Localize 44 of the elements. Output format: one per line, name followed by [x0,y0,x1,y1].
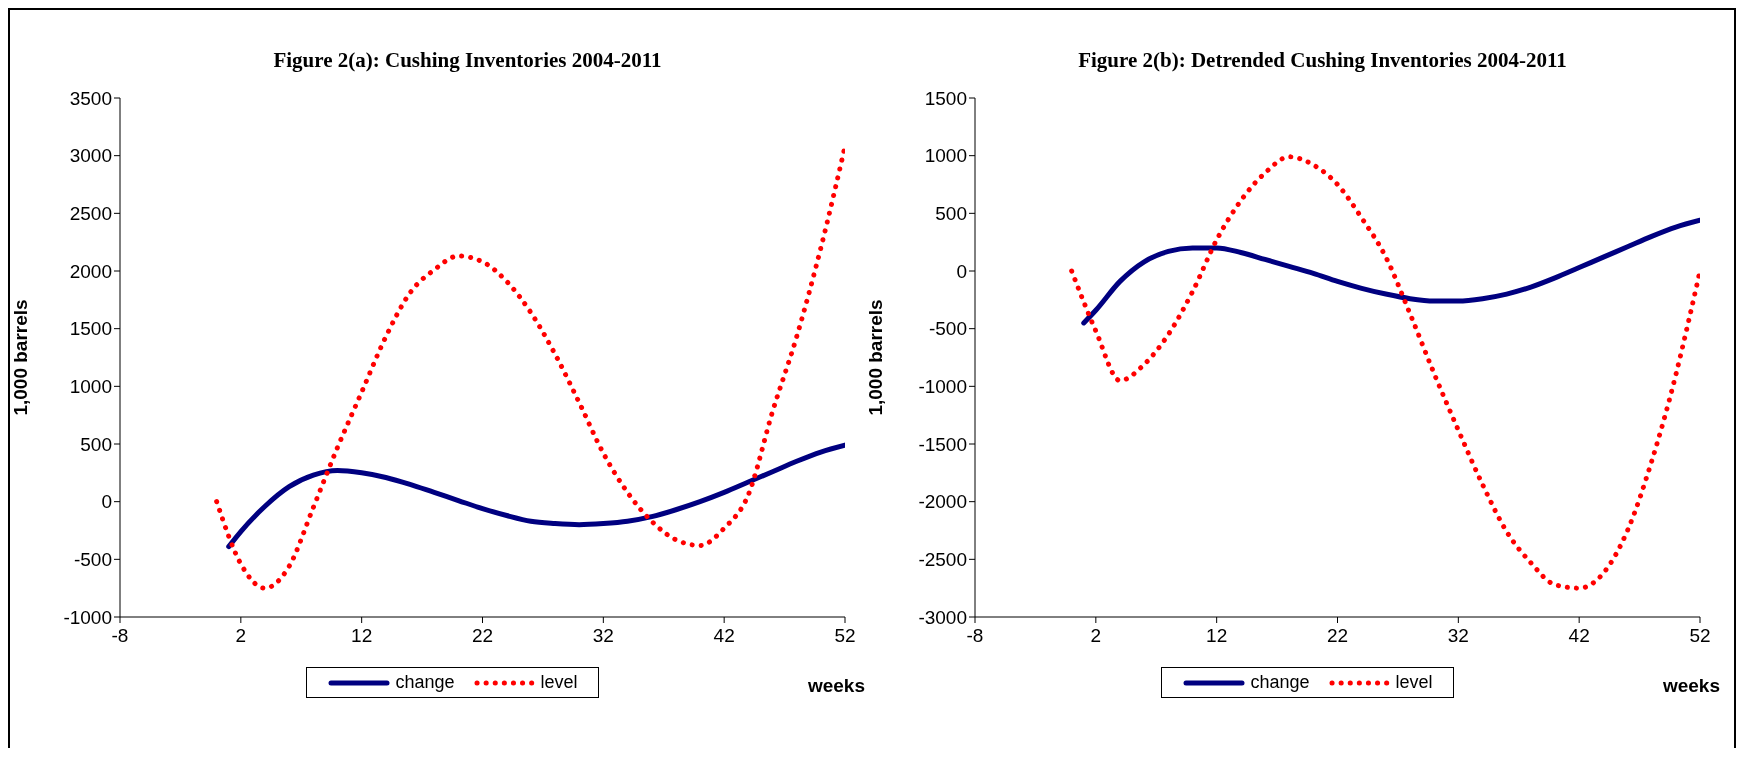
y-tick-label: 1000 [69,376,112,398]
y-tick-label: 1500 [69,318,112,340]
x-tick-label: 42 [713,625,735,647]
y-tick-label: -1500 [918,433,967,455]
y-axis-title: 1,000 barrels [864,299,886,416]
y-tick-label: -500 [928,318,967,340]
y-tick-label: -500 [73,549,112,571]
x-tick-label: 2 [235,625,247,647]
x-axis-title: weeks [1662,675,1720,697]
x-tick-label: 32 [592,625,614,647]
legend-label: change [1250,672,1310,693]
x-tick-label: 12 [1206,625,1228,647]
y-tick-label: 0 [956,260,967,282]
x-tick-label: 42 [1568,625,1590,647]
x-tick-label: -8 [966,625,984,647]
x-tick-label: -8 [111,625,129,647]
chart-title: Figure 2(a): Cushing Inventories 2004-2011 [272,48,663,74]
y-tick-label: 500 [80,433,112,455]
y-tick-label: 500 [935,203,967,225]
y-tick-label: 2500 [69,203,112,225]
x-tick-label: 12 [351,625,373,647]
y-tick-label: 0 [101,491,112,513]
legend-label: change [395,672,455,693]
y-tick-label: 2000 [69,260,112,282]
chart-title: Figure 2(b): Detrended Cushing Inventories 2004-2011 [1077,48,1568,74]
y-tick-label: -1000 [918,376,967,398]
legend-label: level [540,672,578,693]
y-tick-label: -3000 [918,606,967,628]
x-tick-label: 32 [1447,625,1469,647]
x-tick-label: 52 [834,625,856,647]
x-axis-title: weeks [807,675,865,697]
legend-label: level [1395,672,1433,693]
y-tick-label: -2000 [918,491,967,513]
y-tick-label: 3000 [69,145,112,167]
x-tick-label: 52 [1689,625,1711,647]
y-tick-label: 1500 [924,87,967,109]
y-tick-label: -2500 [918,549,967,571]
y-tick-label: -1000 [63,606,112,628]
x-tick-label: 22 [1326,625,1349,647]
x-tick-label: 22 [471,625,494,647]
y-axis-title: 1,000 barrels [9,299,31,416]
y-tick-label: 3500 [69,87,112,109]
y-tick-label: 1000 [924,145,967,167]
x-tick-label: 2 [1090,625,1102,647]
